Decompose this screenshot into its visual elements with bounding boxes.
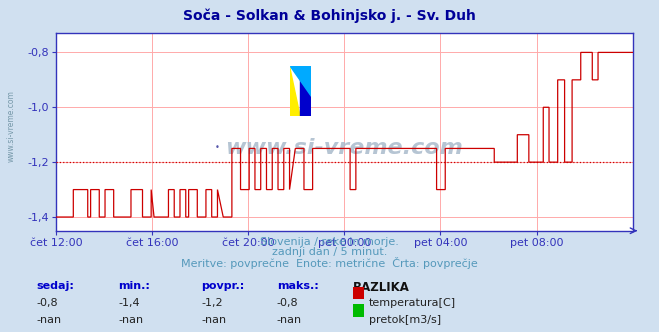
- Text: -nan: -nan: [36, 315, 61, 325]
- Text: pretok[m3/s]: pretok[m3/s]: [369, 315, 441, 325]
- Text: -0,8: -0,8: [277, 298, 299, 308]
- Text: povpr.:: povpr.:: [201, 281, 244, 290]
- Text: min.:: min.:: [119, 281, 150, 290]
- Polygon shape: [289, 66, 300, 116]
- Polygon shape: [300, 66, 310, 116]
- Text: -nan: -nan: [119, 315, 144, 325]
- Text: temperatura[C]: temperatura[C]: [369, 298, 456, 308]
- Text: RAZLIKA: RAZLIKA: [353, 281, 409, 293]
- Text: www.si-vreme.com: www.si-vreme.com: [7, 90, 16, 162]
- Text: -1,2: -1,2: [201, 298, 223, 308]
- Text: •: •: [215, 143, 220, 152]
- Text: Soča - Solkan & Bohinjsko j. - Sv. Duh: Soča - Solkan & Bohinjsko j. - Sv. Duh: [183, 8, 476, 23]
- Text: -1,4: -1,4: [119, 298, 140, 308]
- Text: -nan: -nan: [201, 315, 226, 325]
- Text: zadnji dan / 5 minut.: zadnji dan / 5 minut.: [272, 247, 387, 257]
- Text: Slovenija / reke in morje.: Slovenija / reke in morje.: [260, 237, 399, 247]
- Text: sedaj:: sedaj:: [36, 281, 74, 290]
- Text: www.si-vreme.com: www.si-vreme.com: [225, 138, 463, 158]
- Text: maks.:: maks.:: [277, 281, 318, 290]
- Text: Meritve: povprečne  Enote: metrične  Črta: povprečje: Meritve: povprečne Enote: metrične Črta:…: [181, 257, 478, 269]
- Polygon shape: [289, 66, 310, 96]
- Text: -nan: -nan: [277, 315, 302, 325]
- Text: -0,8: -0,8: [36, 298, 58, 308]
